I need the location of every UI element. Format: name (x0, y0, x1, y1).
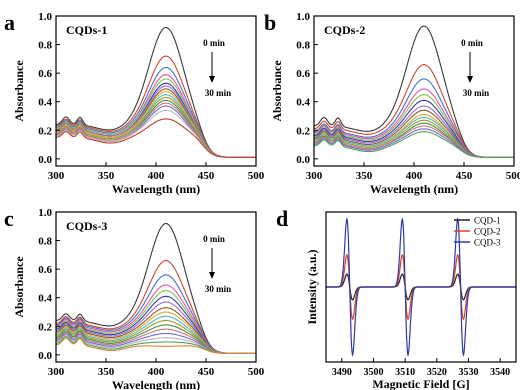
epr-series-2 (326, 217, 516, 357)
x-tick-label-a-1: 350 (98, 170, 115, 182)
x-tick-label-b-2: 400 (406, 170, 423, 182)
x-tick-label-d-5: 3540 (490, 367, 510, 378)
spectrum-curve-c-16 (55, 337, 256, 354)
y-tick-label-c-3: 0.6 (38, 264, 52, 276)
y-axis-label-b: Absorbance (270, 60, 284, 122)
x-tick-label-a-0: 300 (48, 170, 65, 182)
x-tick-label-c-4: 500 (248, 366, 265, 378)
y-tick-label-b-4: 0.8 (296, 40, 310, 52)
x-axis-label-c: Wavelength (nm) (112, 378, 200, 390)
x-tick-label-b-1: 350 (356, 170, 373, 182)
x-tick-label-a-3: 450 (198, 170, 215, 182)
y-tick-label-c-2: 0.4 (38, 293, 52, 305)
chart-title-a: CQDs-1 (66, 23, 107, 37)
x-tick-label-d-0: 3490 (332, 367, 352, 378)
x-tick-label-a-4: 500 (248, 170, 265, 182)
chart-title-b: CQDs-2 (324, 23, 365, 37)
y-axis-label-c: Absorbance (12, 256, 26, 318)
annotation-end-c: 30 min (205, 284, 231, 294)
legend-label-1: CQD-2 (474, 227, 501, 237)
y-axis-label-a: Absorbance (12, 60, 26, 122)
spectrum-curve-a-1 (55, 55, 256, 158)
time-arrow-head-a (209, 76, 215, 83)
panel-b-uv-vis-chart: 300 350 400 450 500 0.0 0.2 0.4 0.6 0.8 1.0 Wavelen… (270, 11, 520, 196)
y-tick-label-a-3: 0.6 (38, 68, 52, 80)
spectrum-curve-b-14 (313, 131, 514, 158)
annotation-end-a: 30 min (205, 88, 231, 98)
y-tick-label-c-5: 1.0 (38, 207, 52, 219)
x-tick-label-c-1: 350 (98, 366, 115, 378)
x-tick-label-b-4: 500 (506, 170, 520, 182)
spectrum-curve-a-2 (55, 66, 256, 158)
panel-label-d: d (276, 206, 288, 231)
time-arrow-head-c (209, 272, 215, 279)
y-tick-label-b-5: 1.0 (296, 11, 310, 23)
y-tick-label-a-4: 0.8 (38, 40, 52, 52)
panel-label-a: a (4, 10, 15, 35)
y-tick-label-b-0: 0.0 (296, 154, 310, 166)
panel-label-c: c (4, 206, 14, 231)
x-tick-label-c-2: 400 (148, 366, 165, 378)
spectrum-curve-a-7 (55, 88, 256, 158)
spectrum-curve-a-15 (55, 118, 256, 158)
plot-frame-d (325, 211, 517, 363)
annotation-end-b: 30 min (463, 88, 489, 98)
panel-c-uv-vis-chart: 300 350 400 450 500 0.0 0.2 0.4 0.6 0.8 1.0 Wavelen… (12, 207, 265, 390)
x-tick-label-b-0: 300 (306, 170, 323, 182)
y-tick-label-c-1: 0.2 (38, 321, 52, 333)
panel-label-b: b (264, 10, 276, 35)
y-tick-label-b-2: 0.4 (296, 97, 310, 109)
y-tick-label-b-1: 0.2 (296, 125, 310, 137)
y-tick-label-a-0: 0.0 (38, 154, 52, 166)
x-tick-label-d-4: 3530 (459, 367, 479, 378)
x-tick-label-c-0: 300 (48, 366, 65, 378)
annotation-start-c: 0 min (203, 234, 225, 244)
panel-a-uv-vis-chart: 300 350 400 450 500 0.0 0.2 0.4 0.6 0.8 1.0 Wavelen… (12, 11, 265, 196)
y-tick-label-a-2: 0.4 (38, 97, 52, 109)
x-tick-label-a-2: 400 (148, 170, 165, 182)
x-tick-label-d-2: 3510 (395, 367, 415, 378)
x-tick-label-d-3: 3520 (427, 367, 447, 378)
chart-title-c: CQDs-3 (66, 219, 107, 233)
x-tick-label-b-3: 450 (456, 170, 473, 182)
y-tick-label-c-0: 0.0 (38, 350, 52, 362)
time-arrow-head-b (467, 76, 473, 83)
y-axis-label-d: Intensity (a.u.) (305, 249, 319, 324)
y-tick-label-a-5: 1.0 (38, 11, 52, 23)
x-axis-label-a: Wavelength (nm) (112, 182, 200, 196)
legend-label-2: CQD-3 (474, 238, 501, 248)
annotation-start-a: 0 min (203, 38, 225, 48)
y-tick-label-a-1: 0.2 (38, 125, 52, 137)
annotation-start-b: 0 min (461, 38, 483, 48)
legend-label-0: CQD-1 (474, 216, 501, 226)
panel-d-epr-chart: 3490 3500 3510 3520 3530 3540 Magnetic Field [… (305, 211, 517, 390)
x-tick-label-d-1: 3500 (364, 367, 384, 378)
y-tick-label-b-3: 0.6 (296, 68, 310, 80)
x-tick-label-c-3: 450 (198, 366, 215, 378)
x-axis-label-b: Wavelength (nm) (370, 182, 458, 196)
y-tick-label-c-4: 0.8 (38, 236, 52, 248)
x-axis-label-d: Magnetic Field [G] (372, 377, 469, 390)
